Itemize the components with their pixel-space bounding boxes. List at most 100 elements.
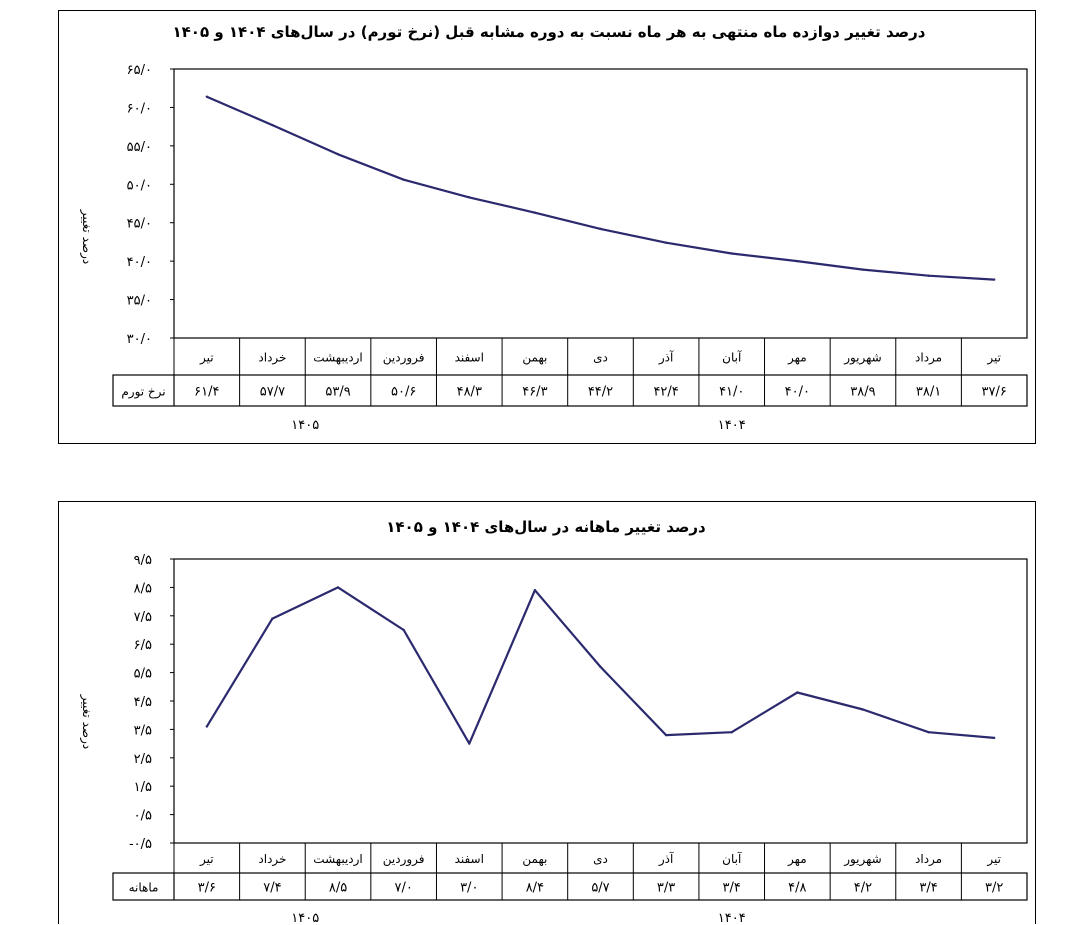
data-point <box>664 241 668 244</box>
data-value-label: ۳/۲ <box>985 881 1003 896</box>
data-value-label: ۷/۴ <box>263 881 281 896</box>
data-value-label: ۴۰/۰ <box>785 385 810 400</box>
data-value-label: ۳۷/۶ <box>982 385 1007 400</box>
data-point <box>861 708 865 711</box>
category-label: مرداد <box>915 852 942 867</box>
y-tick-label: ۶۵/۰ <box>127 63 152 78</box>
y-tick-label: -۰/۵ <box>129 837 152 852</box>
monthly-change-chart-panel: درصد تغییر ماهانه در سال‌های ۱۴۰۴ و ۱۴۰۵… <box>58 501 1036 925</box>
y-tick-label: ۱/۵ <box>134 780 152 795</box>
data-point <box>205 725 209 728</box>
category-label: آبان <box>722 851 742 866</box>
data-value-label: ۴/۲ <box>854 881 872 896</box>
year-label: ۱۴۰۵ <box>291 911 319 925</box>
category-label: تیر <box>199 852 214 867</box>
category-label: اسفند <box>455 351 484 365</box>
data-value-label: ۸/۵ <box>329 881 347 896</box>
annual-inflation-chart-panel: درصد تغییر دوازده ماه منتهی به هر ماه نس… <box>58 10 1036 444</box>
value-row-frame <box>112 872 1028 901</box>
data-point <box>599 227 602 231</box>
category-label: بهمن <box>522 351 547 366</box>
data-point <box>468 742 471 745</box>
table-row-label: نرخ تورم <box>121 385 165 400</box>
data-point <box>271 617 274 620</box>
data-value-label: ۴۱/۰ <box>719 385 744 400</box>
y-tick-label: ۵۵/۰ <box>127 140 152 155</box>
category-label: تیر <box>986 351 1001 366</box>
data-value-label: ۳۸/۹ <box>850 385 875 400</box>
y-axis-label: درصد تغییر <box>79 209 94 264</box>
data-point <box>336 153 340 156</box>
data-value-label: ۴/۸ <box>788 881 806 896</box>
data-value-label: ۳/۴ <box>919 881 937 896</box>
data-point <box>730 252 733 255</box>
category-label: دی <box>593 351 608 365</box>
y-tick-label: ۵۰/۰ <box>127 178 152 193</box>
data-point <box>205 95 209 98</box>
data-point <box>468 196 471 199</box>
chart-title: درصد تغییر ماهانه در سال‌های ۱۴۰۴ و ۱۴۰۵ <box>386 518 706 536</box>
category-label: فروردین <box>383 852 425 867</box>
y-tick-label: ۴۵/۰ <box>127 217 152 232</box>
data-point <box>402 628 405 632</box>
chart-title: درصد تغییر دوازده ماه منتهی به هر ماه نس… <box>173 23 926 41</box>
category-label: دی <box>593 852 608 866</box>
category-label: تیر <box>986 852 1001 867</box>
data-point <box>664 733 668 737</box>
y-tick-label: ۸/۵ <box>134 581 152 596</box>
data-point <box>992 736 996 740</box>
data-value-label: ۵۰/۶ <box>391 385 416 400</box>
data-value-label: ۴۸/۳ <box>457 385 482 400</box>
y-tick-label: ۳/۵ <box>134 723 152 738</box>
y-tick-label: ۴۰/۰ <box>127 255 152 270</box>
data-value-label: ۵۳/۹ <box>325 385 350 400</box>
data-value-label: ۳/۳ <box>657 881 675 896</box>
y-tick-label: ۵/۵ <box>134 667 152 682</box>
data-value-label: ۴۶/۳ <box>522 385 547 400</box>
data-value-label: ۴۴/۲ <box>588 385 613 400</box>
year-label: ۱۴۰۴ <box>718 911 746 925</box>
data-value-label: ۵/۷ <box>591 881 609 896</box>
data-point <box>927 274 930 277</box>
category-label: اسفند <box>455 852 484 866</box>
data-value-label: ۳/۴ <box>723 881 741 896</box>
data-point <box>402 178 405 181</box>
category-label: فروردین <box>383 351 425 366</box>
data-point <box>533 211 537 214</box>
monthly-change-chart: درصد تغییر ماهانه در سال‌های ۱۴۰۴ و ۱۴۰۵… <box>79 518 1028 925</box>
category-label: آذر <box>658 851 674 867</box>
category-label: مرداد <box>915 351 942 366</box>
data-point <box>533 589 537 592</box>
category-label: شهریور <box>843 351 882 366</box>
annual-inflation-chart: درصد تغییر دوازده ماه منتهی به هر ماه نس… <box>79 23 1028 433</box>
data-point <box>796 259 799 263</box>
y-tick-label: ۴/۵ <box>134 695 152 710</box>
y-tick-label: ۹/۵ <box>134 553 152 568</box>
y-axis-label: درصد تغییر <box>79 694 94 749</box>
category-label: شهریور <box>843 852 882 867</box>
category-label: خرداد <box>258 351 286 366</box>
y-tick-label: ۶۰/۰ <box>127 101 152 116</box>
plot-area-frame <box>173 68 1028 339</box>
year-label: ۱۴۰۴ <box>718 418 746 433</box>
category-label: خرداد <box>258 852 286 867</box>
y-tick-label: ۶/۵ <box>134 638 152 653</box>
y-tick-label: ۷/۵ <box>134 610 152 625</box>
data-value-label: ۸/۴ <box>526 881 544 896</box>
data-value-label: ۷/۰ <box>394 881 412 896</box>
category-label: آذر <box>658 350 674 366</box>
data-value-label: ۶۱/۴ <box>194 385 219 400</box>
category-label: بهمن <box>522 852 547 867</box>
y-tick-label: ۲/۵ <box>134 752 152 767</box>
data-value-label: ۳/۰ <box>460 881 478 896</box>
year-label: ۱۴۰۵ <box>291 418 319 433</box>
y-tick-label: ۰/۵ <box>134 809 152 824</box>
data-value-label: ۵۷/۷ <box>260 385 285 400</box>
data-point <box>927 731 930 734</box>
data-point <box>336 586 340 589</box>
data-point <box>271 123 274 127</box>
category-label: اردیبهشت <box>313 852 362 867</box>
series-line <box>206 95 995 281</box>
y-tick-label: ۳۵/۰ <box>127 294 152 309</box>
value-row-frame <box>112 374 1028 407</box>
